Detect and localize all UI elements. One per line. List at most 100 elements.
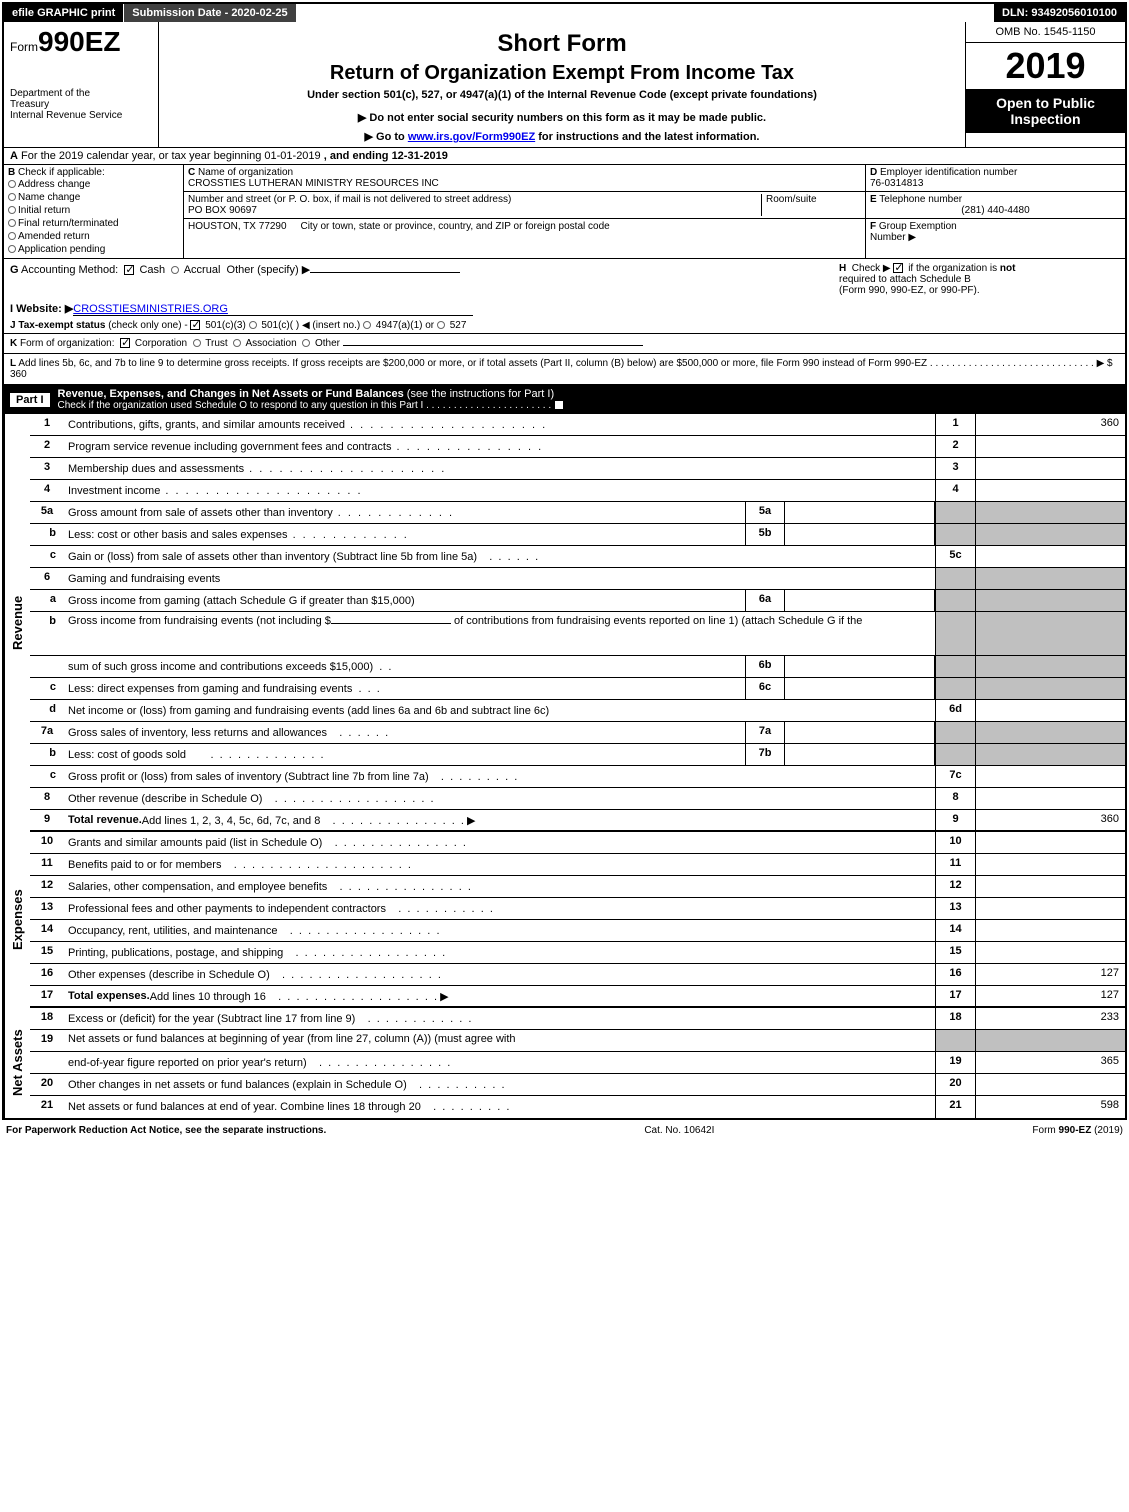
line-8-rtnum: 8 <box>935 788 975 809</box>
other-radio[interactable] <box>302 339 310 347</box>
line-6d-num: d <box>30 700 64 721</box>
h-text2: required to attach Schedule B <box>839 274 971 285</box>
department-label: Department of the Treasury Internal Reve… <box>10 88 152 121</box>
cash-checkbox[interactable] <box>124 265 134 275</box>
line-6b-greyval2 <box>975 656 1125 677</box>
form-number: Form990EZ <box>10 26 152 58</box>
line-20-rtnum: 20 <box>935 1074 975 1095</box>
schedule-o-checkbox[interactable] <box>554 400 564 410</box>
goto-prefix: ▶ Go to <box>365 131 408 143</box>
association-radio[interactable] <box>233 339 241 347</box>
part-1-instr: (see the instructions for Part I) <box>407 388 554 400</box>
line-6-num: 6 <box>30 568 64 589</box>
line-21-rtnum: 21 <box>935 1096 975 1118</box>
section-b: B Check if applicable: Address change Na… <box>4 165 184 258</box>
line-7c-rtnum: 7c <box>935 766 975 787</box>
topbar: efile GRAPHIC print Submission Date - 20… <box>4 4 1125 22</box>
goto-suffix: for instructions and the latest informat… <box>535 131 759 143</box>
line-7b-grey <box>935 744 975 765</box>
527-radio[interactable] <box>437 321 445 329</box>
dept-line2: Treasury <box>10 99 152 110</box>
group-exemption-label: Group Exemption <box>879 221 957 232</box>
line-16-value: 127 <box>975 964 1125 985</box>
line-13-value <box>975 898 1125 919</box>
final-return-radio[interactable] <box>8 219 16 227</box>
name-change-radio[interactable] <box>8 193 16 201</box>
h-text1: if the organization is <box>908 263 1000 274</box>
line-7c-desc: Gross profit or (loss) from sales of inv… <box>68 771 429 783</box>
website-link[interactable]: CROSSTIESMINISTRIES.ORG <box>73 303 228 315</box>
line-6c-midval <box>785 678 935 699</box>
address-change-label: Address change <box>18 179 90 190</box>
tax-exempt-label: Tax-exempt status <box>18 320 105 331</box>
line-6a-desc: Gross income from gaming (attach Schedul… <box>68 595 415 607</box>
line-7a-desc: Gross sales of inventory, less returns a… <box>68 727 327 739</box>
line-5b-midval <box>785 524 935 545</box>
org-name: CROSSTIES LUTHERAN MINISTRY RESOURCES IN… <box>188 178 439 189</box>
line-20-value <box>975 1074 1125 1095</box>
section-e-label: E <box>870 194 877 205</box>
check-only-one: (check only one) - <box>108 320 187 331</box>
section-a-label: A <box>10 150 18 162</box>
line-14-rtnum: 14 <box>935 920 975 941</box>
group-number-label: Number ▶ <box>870 232 916 243</box>
line-5c-rtnum: 5c <box>935 546 975 567</box>
line-17-value: 127 <box>975 986 1125 1006</box>
irs-link[interactable]: www.irs.gov/Form990EZ <box>408 131 535 143</box>
address-change-radio[interactable] <box>8 180 16 188</box>
line-11-num: 11 <box>30 854 64 875</box>
501c-radio[interactable] <box>249 321 257 329</box>
schedule-b-checkbox[interactable] <box>893 263 903 273</box>
open-to-public: Open to Public Inspection <box>966 89 1125 133</box>
corporation-label: Corporation <box>135 338 187 349</box>
4947-radio[interactable] <box>363 321 371 329</box>
ein-value: 76-0314813 <box>870 178 923 189</box>
trust-radio[interactable] <box>193 339 201 347</box>
line-5c-desc: Gain or (loss) from sale of assets other… <box>68 551 477 563</box>
section-d-label: D <box>870 167 877 178</box>
line-16-desc: Other expenses (describe in Schedule O) <box>68 969 270 981</box>
line-16-rtnum: 16 <box>935 964 975 985</box>
line-6b-midval <box>785 656 935 677</box>
initial-return-radio[interactable] <box>8 206 16 214</box>
accrual-radio[interactable] <box>171 266 179 274</box>
527-label: 527 <box>450 320 467 331</box>
section-k: K Form of organization: Corporation Trus… <box>4 334 1125 354</box>
name-of-org-label: Name of organization <box>198 167 293 178</box>
line-2-value <box>975 436 1125 457</box>
line-12-rtnum: 12 <box>935 876 975 897</box>
ein-label: Employer identification number <box>880 167 1017 178</box>
501c3-label: 501(c)(3) <box>205 320 246 331</box>
corporation-checkbox[interactable] <box>120 338 130 348</box>
501c-label: 501(c)( ) ◀ (insert no.) <box>261 320 360 331</box>
form-header: Form990EZ Department of the Treasury Int… <box>4 22 1125 148</box>
section-h-label: H <box>839 263 846 274</box>
other-specify-label: Other (specify) ▶ <box>227 264 311 276</box>
app-pending-radio[interactable] <box>8 245 16 253</box>
line-20-desc: Other changes in net assets or fund bala… <box>68 1079 407 1091</box>
line-19-spacer <box>30 1052 64 1073</box>
line-19-grey <box>935 1030 975 1051</box>
line-18-desc: Excess or (deficit) for the year (Subtra… <box>68 1013 355 1025</box>
line-6b-desc1: Gross income from fundraising events (no… <box>68 615 331 627</box>
efile-print-button[interactable]: efile GRAPHIC print <box>4 4 124 22</box>
line-13-desc: Professional fees and other payments to … <box>68 903 386 915</box>
line-11-rtnum: 11 <box>935 854 975 875</box>
paperwork-notice: For Paperwork Reduction Act Notice, see … <box>6 1125 326 1136</box>
amended-return-radio[interactable] <box>8 232 16 240</box>
section-j: J Tax-exempt status (check only one) - 5… <box>4 318 1125 334</box>
line-5c-num: c <box>30 546 64 567</box>
section-l-label: L <box>10 358 16 369</box>
line-3-num: 3 <box>30 458 64 479</box>
501c3-checkbox[interactable] <box>190 320 200 330</box>
tel-value: (281) 440-4480 <box>870 205 1121 216</box>
h-check-label: Check ▶ <box>852 263 891 274</box>
dept-line1: Department of the <box>10 88 152 99</box>
omb-number: OMB No. 1545-1150 <box>966 22 1125 43</box>
cash-label: Cash <box>139 264 165 276</box>
line-18-num: 18 <box>30 1008 64 1029</box>
section-h: H Check ▶ if the organization is not req… <box>839 263 1119 296</box>
line-7b-desc: Less: cost of goods sold <box>68 749 186 761</box>
line-19-desc1: Net assets or fund balances at beginning… <box>68 1033 516 1045</box>
line-7a-num: 7a <box>30 722 64 743</box>
